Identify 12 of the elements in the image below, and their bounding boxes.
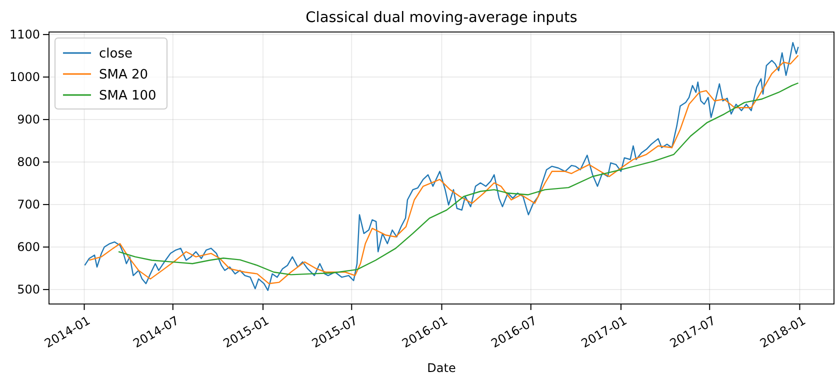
y-tick-label: 600 xyxy=(17,240,40,254)
y-tick-label: 800 xyxy=(17,154,40,169)
y-tick-label: 500 xyxy=(17,282,40,296)
y-tick-label: 900 xyxy=(17,112,40,126)
legend-label: SMA 20 xyxy=(99,68,148,82)
legend-label: SMA 100 xyxy=(99,88,156,104)
y-tick-label: 1100 xyxy=(9,27,40,42)
legend-label: close xyxy=(99,46,132,62)
chart-title: Classical dual moving-average inputs xyxy=(306,10,578,26)
x-axis-title: Date xyxy=(427,361,456,375)
y-tick-label: 700 xyxy=(17,197,40,212)
y-tick-label: 1000 xyxy=(9,70,40,84)
